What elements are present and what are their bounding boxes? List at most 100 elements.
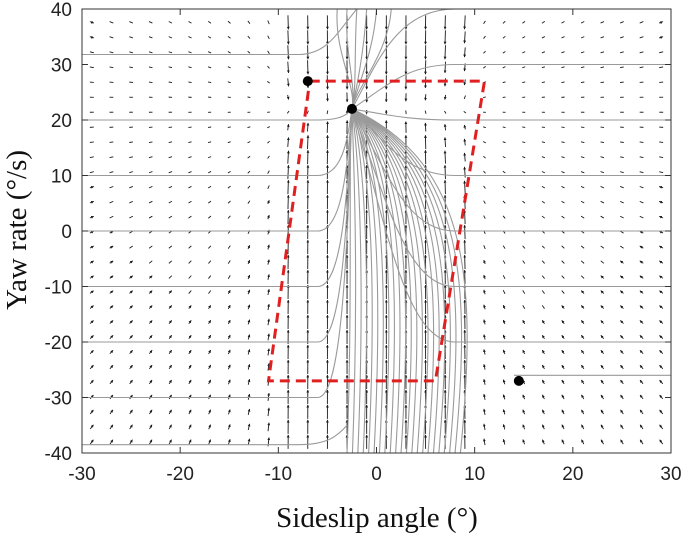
field-arrow bbox=[522, 156, 526, 159]
field-arrow bbox=[659, 171, 664, 174]
field-arrow bbox=[207, 215, 212, 219]
field-arrow bbox=[207, 185, 212, 189]
field-arrow bbox=[659, 200, 664, 204]
field-arrow bbox=[561, 66, 565, 69]
field-arrow bbox=[639, 156, 644, 159]
field-arrow bbox=[267, 214, 270, 220]
field-arrow bbox=[502, 379, 506, 385]
field-arrow bbox=[129, 260, 133, 264]
field-arrow bbox=[149, 424, 153, 430]
field-arrow bbox=[522, 364, 526, 370]
field-arrow bbox=[89, 245, 94, 249]
field-arrow bbox=[208, 424, 211, 430]
trajectory bbox=[351, 108, 671, 343]
field-arrow bbox=[561, 334, 565, 340]
trajectory bbox=[351, 63, 671, 110]
field-arrow bbox=[600, 81, 605, 83]
field-arrow bbox=[247, 349, 251, 355]
field-arrow bbox=[168, 379, 172, 385]
field-arrow bbox=[522, 305, 526, 309]
field-arrow bbox=[620, 245, 624, 249]
field-arrow bbox=[619, 36, 624, 39]
field-arrow bbox=[659, 290, 664, 294]
field-arrow bbox=[208, 379, 212, 385]
field-arrow bbox=[129, 364, 133, 370]
field-arrow bbox=[502, 51, 506, 54]
field-arrow bbox=[600, 186, 605, 189]
field-arrow bbox=[581, 349, 585, 355]
trajectory bbox=[351, 108, 423, 453]
field-arrow bbox=[580, 275, 585, 279]
field-arrow bbox=[483, 393, 486, 400]
field-arrow bbox=[561, 81, 565, 83]
trajectory bbox=[351, 108, 457, 453]
field-arrow bbox=[247, 126, 251, 129]
equilibrium-point bbox=[513, 375, 524, 386]
field-arrow bbox=[483, 35, 486, 39]
field-arrow bbox=[522, 424, 526, 430]
field-arrow bbox=[581, 394, 585, 400]
field-arrow bbox=[149, 409, 153, 415]
field-arrow bbox=[483, 289, 486, 295]
trajectory bbox=[351, 108, 435, 453]
field-arrow bbox=[580, 66, 585, 69]
field-arrow bbox=[659, 156, 664, 159]
field-arrow bbox=[129, 200, 134, 204]
field-arrow bbox=[483, 170, 486, 174]
field-arrow bbox=[129, 439, 133, 445]
field-arrow bbox=[600, 66, 605, 69]
field-arrow bbox=[149, 379, 153, 385]
field-arrow bbox=[483, 304, 486, 310]
field-arrow bbox=[619, 21, 624, 24]
field-arrow bbox=[522, 439, 526, 445]
field-arrow bbox=[502, 126, 506, 128]
field-arrow bbox=[483, 334, 486, 340]
field-arrow bbox=[227, 215, 231, 219]
x-tick-label: -10 bbox=[265, 464, 292, 485]
field-arrow bbox=[188, 290, 192, 294]
field-arrow bbox=[89, 275, 94, 279]
trajectory bbox=[351, 9, 392, 110]
trajectory bbox=[351, 9, 378, 110]
field-arrow bbox=[620, 439, 624, 445]
field-arrow bbox=[247, 274, 251, 280]
field-arrow bbox=[522, 245, 526, 249]
field-arrow bbox=[619, 186, 624, 189]
field-arrow bbox=[581, 439, 585, 445]
field-arrow bbox=[148, 171, 153, 174]
field-arrow bbox=[227, 51, 231, 54]
field-arrow bbox=[600, 51, 605, 54]
field-arrow bbox=[227, 394, 231, 400]
field-arrow bbox=[561, 275, 565, 279]
field-arrow bbox=[522, 290, 526, 294]
field-arrow bbox=[463, 15, 467, 30]
field-arrow bbox=[188, 171, 192, 174]
field-arrow bbox=[168, 51, 173, 54]
field-arrow bbox=[522, 200, 526, 204]
field-arrow bbox=[109, 394, 114, 400]
field-arrow bbox=[247, 20, 251, 24]
field-arrow bbox=[109, 186, 114, 189]
field-arrow bbox=[659, 320, 664, 324]
trajectory bbox=[351, 108, 446, 453]
field-arrow bbox=[502, 215, 506, 219]
field-arrow bbox=[267, 185, 270, 190]
field-arrow bbox=[247, 66, 251, 69]
field-arrow bbox=[502, 290, 506, 295]
field-arrow bbox=[659, 20, 664, 24]
field-arrow bbox=[188, 394, 192, 400]
field-arrow bbox=[522, 319, 526, 325]
y-tick-label: 40 bbox=[51, 0, 72, 21]
field-arrow bbox=[639, 245, 644, 249]
x-tick-label: 10 bbox=[464, 464, 485, 485]
field-arrow bbox=[659, 245, 664, 249]
field-arrow bbox=[541, 156, 546, 159]
field-arrow bbox=[267, 348, 271, 356]
field-arrow bbox=[148, 200, 153, 204]
field-arrow bbox=[522, 334, 526, 340]
field-arrow bbox=[109, 200, 114, 204]
field-arrow bbox=[188, 36, 192, 39]
field-arrow bbox=[659, 409, 664, 415]
field-arrow bbox=[659, 379, 664, 385]
field-arrow bbox=[600, 409, 604, 415]
